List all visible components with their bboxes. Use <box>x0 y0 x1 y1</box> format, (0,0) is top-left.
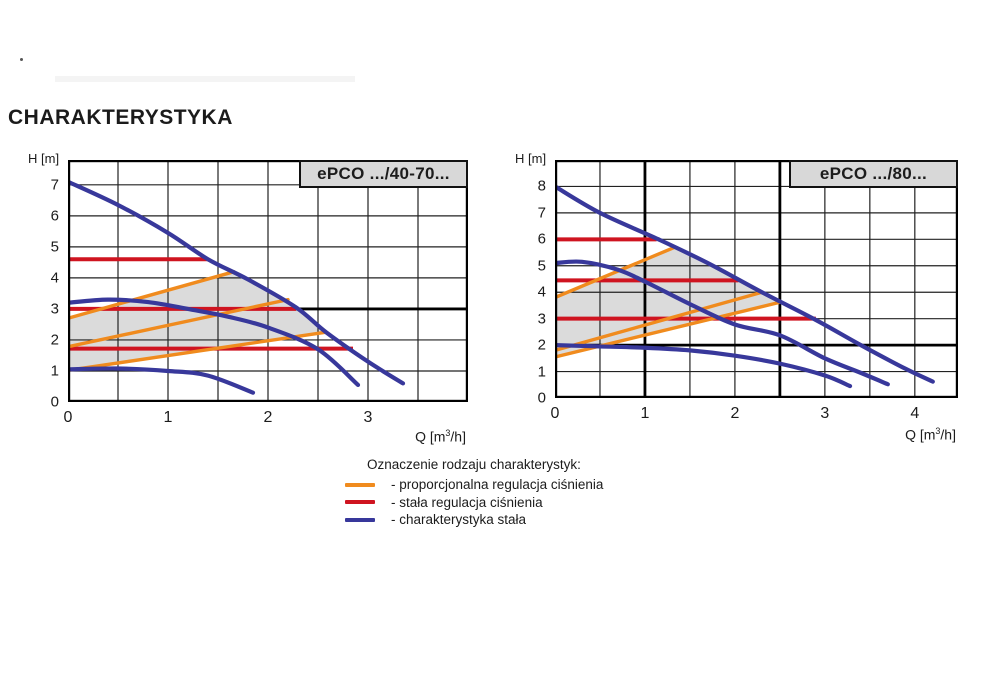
red-line-swatch <box>345 500 375 505</box>
legend-item-proportional: - proporcjonalna regulacja ciśnienia <box>345 476 603 494</box>
y-tick-label: 6 <box>537 230 546 248</box>
x-tick-label: 0 <box>63 409 73 426</box>
scan-artifact-dot <box>20 58 23 61</box>
page-title: CHARAKTERYSTYKA <box>8 106 233 129</box>
chart-title: ePCO .../80... <box>819 164 928 183</box>
x-axis-label-text: /h] <box>450 428 466 445</box>
legend-title: Oznaczenie rodzaju charakterystyk: <box>367 457 581 472</box>
x-tick-label: 1 <box>163 409 173 426</box>
legend: Oznaczenie rodzaju charakterystyk: - pro… <box>345 457 603 529</box>
x-axis-label: Q [m3/h] <box>415 428 466 445</box>
legend-item-constant-characteristic: - charakterystyka stała <box>345 511 603 529</box>
y-tick-label: 5 <box>50 238 59 256</box>
chart-title-box: ePCO .../40-70... <box>299 160 468 188</box>
x-axis-label-text: Q [m <box>415 428 446 445</box>
x-axis-label: Q [m3/h] <box>905 426 956 443</box>
y-tick-label: 8 <box>537 177 546 195</box>
legend-item-label: - proporcjonalna regulacja ciśnienia <box>391 477 604 493</box>
x-tick-label: 3 <box>820 405 830 422</box>
x-axis-label-text: /h] <box>940 426 956 443</box>
chart-canvas <box>68 160 468 402</box>
y-tick-label: 7 <box>50 176 59 194</box>
y-tick-label: 0 <box>537 389 546 407</box>
chart-title-box: ePCO .../80... <box>789 160 958 188</box>
y-axis-label: H [m] <box>28 151 60 166</box>
x-tick-label: 2 <box>730 405 740 422</box>
orange-line-swatch <box>345 482 375 487</box>
x-axis-label-sup: 3 <box>935 426 941 436</box>
x-tick-label: 0 <box>550 405 560 422</box>
y-tick-label: 3 <box>537 310 546 328</box>
scan-artifact-smudge <box>55 76 355 82</box>
y-tick-label: 1 <box>537 363 546 381</box>
y-tick-label: 6 <box>50 207 59 225</box>
chart-canvas <box>555 160 958 398</box>
legend-item-constant-pressure: - stała regulacja ciśnienia <box>345 494 603 512</box>
y-tick-label: 1 <box>50 362 59 380</box>
y-axis-label: H [m] <box>515 151 547 166</box>
x-axis-label-text: Q [m <box>905 426 936 443</box>
legend-item-label: - stała regulacja ciśnienia <box>391 494 543 510</box>
chart-title: ePCO .../40-70... <box>317 164 450 183</box>
x-tick-label: 1 <box>640 405 650 422</box>
x-tick-label: 3 <box>363 409 373 426</box>
legend-item-label: - charakterystyka stała <box>391 512 527 528</box>
x-axis-label-sup: 3 <box>445 428 451 438</box>
y-tick-label: 5 <box>537 257 546 275</box>
blue-line-swatch <box>345 517 375 522</box>
y-tick-label: 4 <box>50 269 59 287</box>
x-tick-label: 2 <box>263 409 273 426</box>
y-tick-label: 2 <box>50 331 59 349</box>
y-tick-label: 0 <box>50 393 59 411</box>
y-tick-label: 3 <box>50 300 59 318</box>
y-tick-label: 2 <box>537 336 546 354</box>
y-tick-label: 4 <box>537 283 546 301</box>
y-tick-label: 7 <box>537 204 546 222</box>
x-tick-label: 4 <box>910 405 920 422</box>
